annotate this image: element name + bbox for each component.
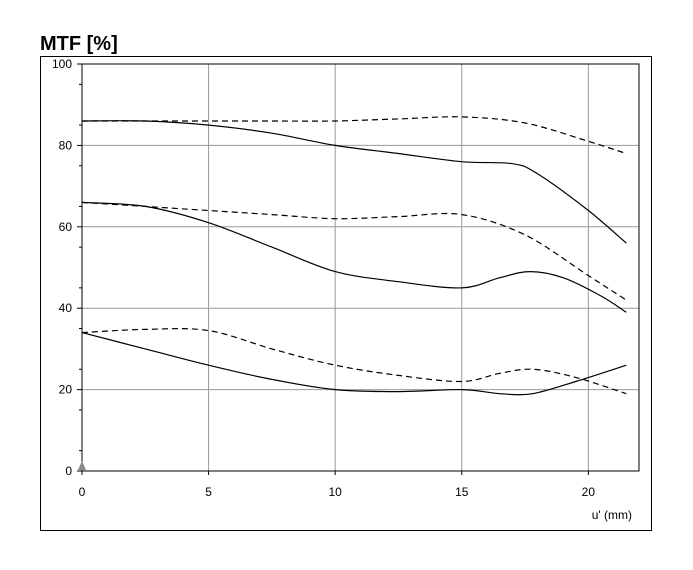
series-line-1-dashed [81, 116, 627, 155]
plot-area [82, 64, 639, 471]
tick-label-x-10: 10 [329, 485, 343, 499]
tick-label-y-20: 20 [59, 383, 73, 397]
plot-border [81, 63, 640, 472]
series-line-3-dashed [81, 201, 627, 301]
origin-marker-icon [78, 461, 86, 470]
tick-label-y-40: 40 [59, 301, 73, 315]
series-line-4-solid [81, 201, 627, 313]
tick-label-y-60: 60 [59, 220, 73, 234]
series-line-6-solid [81, 332, 627, 396]
tick-label-y-0: 0 [65, 464, 72, 478]
tick-label-y-100: 100 [52, 57, 72, 71]
tick-label-y-80: 80 [59, 138, 73, 152]
tick-label-x-0: 0 [79, 485, 86, 499]
tick-label-x-5: 5 [205, 485, 212, 499]
tick-label-x-20: 20 [582, 485, 596, 499]
x-axis-label: u' (mm) [592, 508, 632, 522]
series-line-5-dashed [81, 328, 627, 395]
chart-frame [40, 56, 652, 531]
tick-label-x-15: 15 [455, 485, 469, 499]
chart-title: MTF [%] [40, 33, 118, 55]
series-line-2-solid [81, 120, 627, 244]
